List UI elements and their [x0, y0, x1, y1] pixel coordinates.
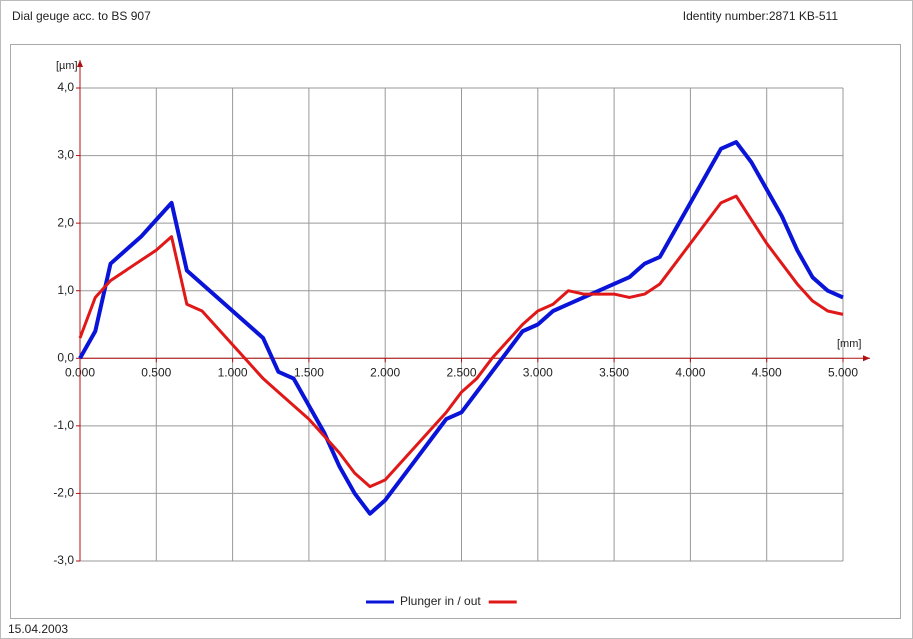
x-axis-label: [mm]	[837, 338, 861, 350]
y-axis-label: [µm]	[56, 60, 78, 72]
data-line	[78, 140, 844, 516]
x-tick-label: 3.000	[523, 365, 553, 379]
y-tick-label: 1,0	[57, 283, 74, 297]
data-line	[78, 194, 844, 489]
x-tick-label: 0.500	[141, 365, 171, 379]
y-tick-label: 3,0	[57, 148, 74, 162]
header-title: Dial geuge acc. to BS 907	[12, 9, 151, 23]
x-tick-label: 4.500	[752, 365, 782, 379]
footer-date: 15.04.2003	[8, 622, 68, 636]
y-tick-label: 2,0	[57, 215, 74, 229]
y-axis-arrow	[77, 60, 83, 67]
y-tick-label: 0,0	[57, 350, 74, 364]
plot-frame	[10, 44, 901, 619]
x-tick-label: 2.500	[446, 365, 476, 379]
y-tick-label: -2,0	[53, 486, 74, 500]
x-tick-label: 5.000	[828, 365, 858, 379]
x-axis-arrow	[863, 355, 870, 362]
legend-label: Plunger in / out	[400, 594, 481, 608]
header-identity: Identity number:2871 KB-511	[683, 9, 839, 23]
y-tick-label: 4,0	[57, 80, 74, 94]
y-tick-label: -3,0	[53, 553, 74, 567]
x-tick-label: 3.500	[599, 365, 629, 379]
x-tick-label: 1.500	[294, 365, 324, 379]
x-tick-label: 1.000	[218, 365, 248, 379]
y-tick-label: -1,0	[53, 418, 74, 432]
x-tick-label: 2.000	[370, 365, 400, 379]
x-tick-label: 4.000	[675, 365, 705, 379]
